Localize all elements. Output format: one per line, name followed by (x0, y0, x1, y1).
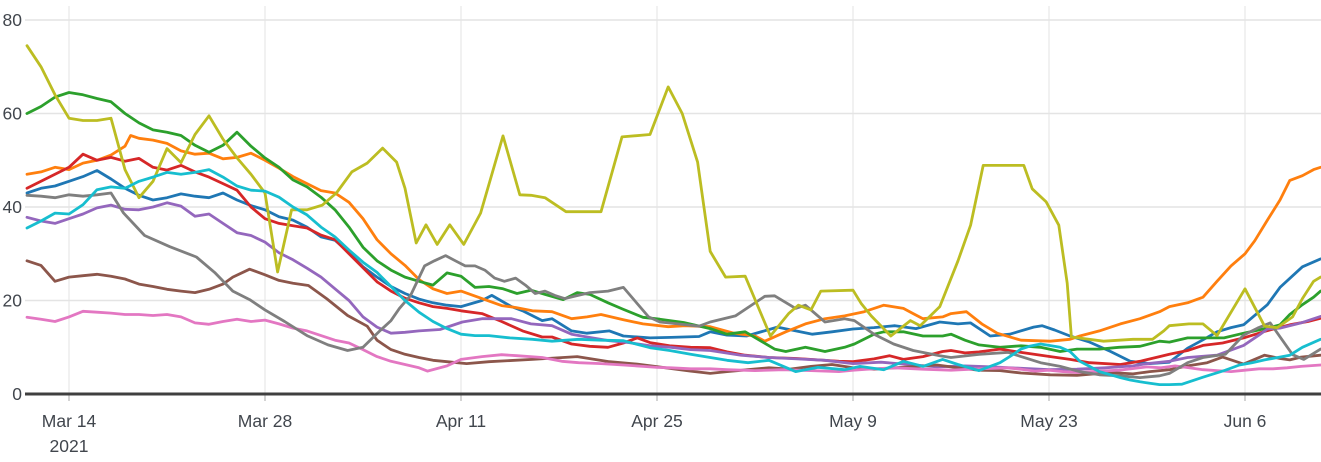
x-axis-year-label: 2021 (50, 436, 89, 456)
y-axis-tick-label: 40 (3, 197, 23, 217)
x-axis-tick-label: Mar 28 (238, 411, 292, 431)
series-line-orange (25, 134, 1321, 343)
series-line-blue (25, 169, 1321, 366)
x-axis-tick-label: May 9 (829, 411, 877, 431)
x-axis-tick-label: Jun 6 (1224, 411, 1267, 431)
series-line-cyan (25, 168, 1321, 387)
series-line-olive (25, 44, 1321, 343)
x-axis-tick-label: Mar 14 (42, 411, 97, 431)
x-axis-tick-label: May 23 (1020, 411, 1077, 431)
y-axis-tick-label: 0 (12, 384, 22, 404)
y-axis-tick-label: 60 (3, 104, 23, 124)
series-line-pink (25, 309, 1321, 374)
series-line-brown (25, 259, 1321, 377)
y-axis-tick-label: 20 (3, 291, 23, 311)
series-line-gray (25, 191, 1321, 380)
x-axis-tick-label: Apr 11 (436, 411, 486, 431)
series-line-purple (25, 201, 1321, 372)
series-line-green (25, 91, 1321, 353)
x-axis-tick-label: Apr 25 (631, 411, 683, 431)
y-axis-tick-label: 80 (3, 10, 23, 30)
series-line-red (25, 152, 1321, 366)
